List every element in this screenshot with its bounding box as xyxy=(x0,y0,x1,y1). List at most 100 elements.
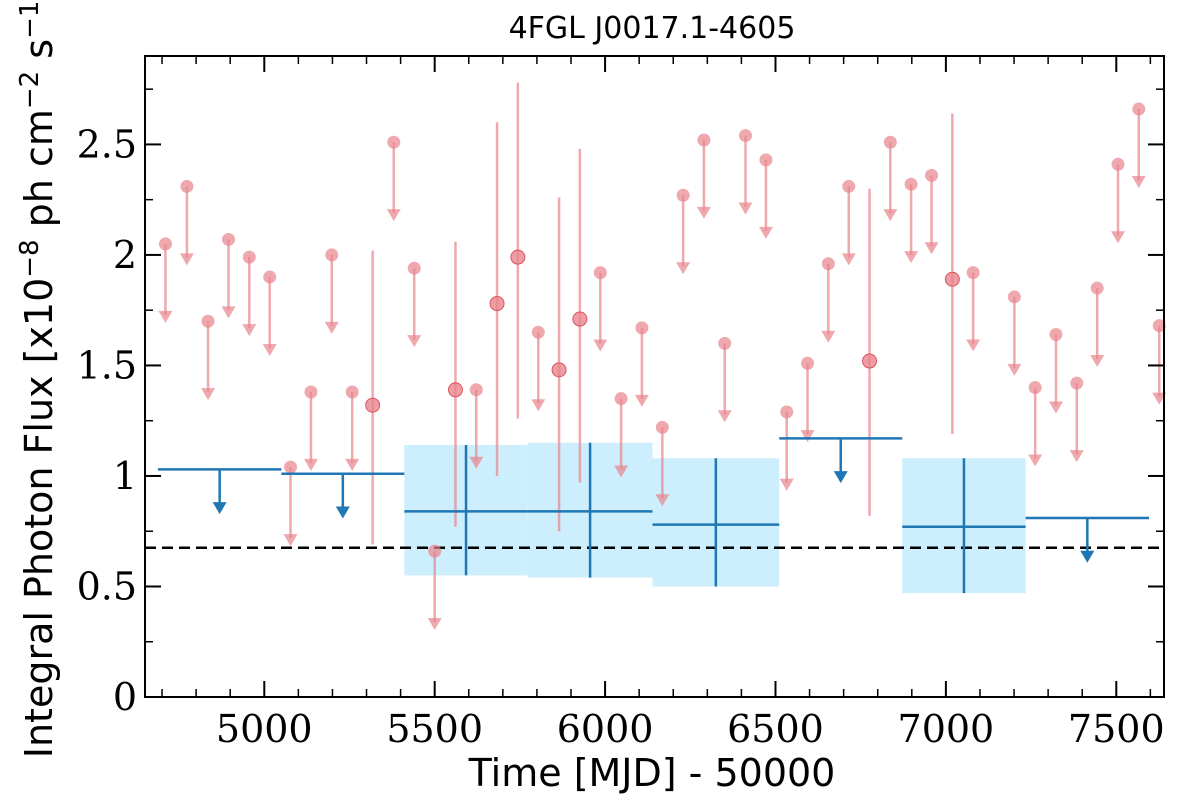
fine-upper-limit-arrowhead xyxy=(221,306,236,319)
fine-upper-limit-point xyxy=(842,179,856,193)
wide-bin-points xyxy=(157,437,1150,594)
fine-upper-limit-arrowhead xyxy=(283,534,298,547)
fine-upper-limit-point xyxy=(614,392,628,406)
fine-upper-limit-arrowhead xyxy=(158,310,173,323)
fine-upper-limit-point xyxy=(1152,319,1166,333)
fine-upper-limit-point xyxy=(738,129,752,143)
fine-detection-point xyxy=(551,362,567,378)
fine-upper-limit-point xyxy=(697,133,711,147)
axes-frame xyxy=(144,55,1165,698)
fine-upper-limit-arrowhead xyxy=(1152,392,1167,405)
fine-upper-limit-arrowhead xyxy=(179,253,194,266)
fine-detection-point xyxy=(365,397,381,413)
y-axis-title-exp2: −2 xyxy=(15,71,45,109)
fine-upper-limit-arrowhead xyxy=(324,321,339,334)
x-tick-label: 6500 xyxy=(727,707,824,751)
fine-upper-limit-point xyxy=(759,153,773,167)
fine-upper-limit-point xyxy=(1132,102,1146,116)
fine-upper-limit-arrowhead xyxy=(779,478,794,491)
wide-upper-limit-arrowhead xyxy=(212,502,227,515)
fine-upper-limit-arrowhead xyxy=(614,465,629,478)
fine-upper-limit-point xyxy=(407,261,421,275)
fine-upper-limit-point xyxy=(201,314,215,328)
fine-upper-limit-arrowhead xyxy=(386,209,401,222)
fine-upper-limit-arrowhead xyxy=(634,394,649,407)
fine-detection-point xyxy=(572,311,588,327)
fine-upper-limit-point xyxy=(284,460,298,474)
fine-upper-limit-arrowhead xyxy=(904,251,919,264)
fine-upper-limit-arrowhead xyxy=(676,262,691,275)
fine-upper-limit-arrowhead xyxy=(345,458,360,471)
fine-upper-limit-arrowhead xyxy=(1131,175,1146,188)
fine-upper-limit-point xyxy=(635,321,649,335)
fine-upper-limit-point xyxy=(221,232,235,246)
fine-upper-limit-point xyxy=(345,385,359,399)
fine-upper-limit-point xyxy=(821,257,835,271)
fine-upper-limit-arrowhead xyxy=(593,339,608,352)
fine-upper-limit-point xyxy=(1049,328,1063,342)
fine-upper-limit-point xyxy=(593,266,607,280)
fine-upper-limit-point xyxy=(718,336,732,350)
fine-upper-limit-point xyxy=(1007,290,1021,304)
y-tick-label: 2 xyxy=(113,233,137,277)
fine-upper-limit-point xyxy=(883,135,897,149)
fine-upper-limit-arrowhead xyxy=(821,330,836,343)
y-axis-title-exp1: −8 xyxy=(15,239,45,277)
fine-upper-limit-arrowhead xyxy=(1028,454,1043,467)
fine-upper-limit-point xyxy=(158,237,172,251)
fine-upper-limit-point xyxy=(1090,281,1104,295)
fine-upper-limit-arrowhead xyxy=(1090,355,1105,368)
fine-upper-limit-arrowhead xyxy=(924,242,939,255)
fine-upper-limit-arrowhead xyxy=(1110,231,1125,244)
fine-detection-point xyxy=(944,271,960,287)
fine-upper-limit-arrowhead xyxy=(427,618,442,631)
wide-upper-limit-arrowhead xyxy=(833,471,848,484)
y-tick-label: 1.5 xyxy=(77,343,137,387)
fine-upper-limit-point xyxy=(387,135,401,149)
fine-upper-limit-arrowhead xyxy=(469,456,484,469)
fine-upper-limit-point xyxy=(1028,381,1042,395)
fine-upper-limit-arrowhead xyxy=(242,324,257,337)
fine-upper-limit-point xyxy=(304,385,318,399)
y-axis-title-close: ] xyxy=(17,0,61,1)
fine-upper-limit-arrowhead xyxy=(262,343,277,356)
fine-upper-limit-point xyxy=(263,270,277,284)
fine-upper-limit-arrowhead xyxy=(1048,401,1063,414)
y-axis-title-main: Integral Photon Flux [x10 xyxy=(17,278,61,759)
fine-upper-limit-arrowhead xyxy=(966,339,981,352)
y-tick-label: 1 xyxy=(113,454,137,498)
fine-upper-limit-arrowhead xyxy=(1007,363,1022,376)
fine-detection-point xyxy=(862,353,878,369)
fine-detection-point xyxy=(510,249,526,265)
fine-upper-limit-point xyxy=(925,168,939,182)
fine-upper-limit-arrowhead xyxy=(883,209,898,222)
fine-upper-limit-arrowhead xyxy=(717,410,732,423)
fine-detection-point xyxy=(489,296,505,312)
y-axis-title-end: s xyxy=(17,39,61,71)
plot-frame xyxy=(144,55,1165,698)
y-axis-title: Integral Photon Flux [x10−8 ph cm−2 s−1] xyxy=(15,0,61,758)
fine-upper-limit-point xyxy=(242,250,256,264)
chart-title: 4FGL J0017.1-4605 xyxy=(509,11,796,46)
fine-upper-limit-arrowhead xyxy=(303,458,318,471)
x-tick-label: 7000 xyxy=(898,707,995,751)
x-tick-label: 7500 xyxy=(1068,707,1165,751)
fine-upper-limit-arrowhead xyxy=(531,399,546,412)
fine-upper-limit-point xyxy=(655,420,669,434)
y-tick-label: 2.5 xyxy=(77,122,137,166)
fine-upper-limit-arrowhead xyxy=(738,202,753,215)
fine-detection-point xyxy=(447,382,463,398)
fine-upper-limit-point xyxy=(1070,376,1084,390)
fine-upper-limit-arrowhead xyxy=(841,253,856,266)
y-tick-label: 0 xyxy=(113,675,137,719)
y-tick-label: 0.5 xyxy=(77,564,137,608)
x-axis-title: Time [MJD] - 50000 xyxy=(468,751,836,795)
wide-upper-limit-arrowhead xyxy=(335,506,350,519)
axis-ticks: 5000 5500 6000 6500 7000 7500 0 0.5 1 1.5 2 2.5 xyxy=(77,56,1165,751)
fine-upper-limit-point xyxy=(325,248,339,262)
fine-upper-limit-arrowhead xyxy=(696,206,711,219)
x-tick-label: 5000 xyxy=(216,707,313,751)
fine-upper-limit-point xyxy=(469,383,483,397)
fine-upper-limit-arrowhead xyxy=(655,494,670,507)
fine-upper-limit-point xyxy=(428,544,442,558)
